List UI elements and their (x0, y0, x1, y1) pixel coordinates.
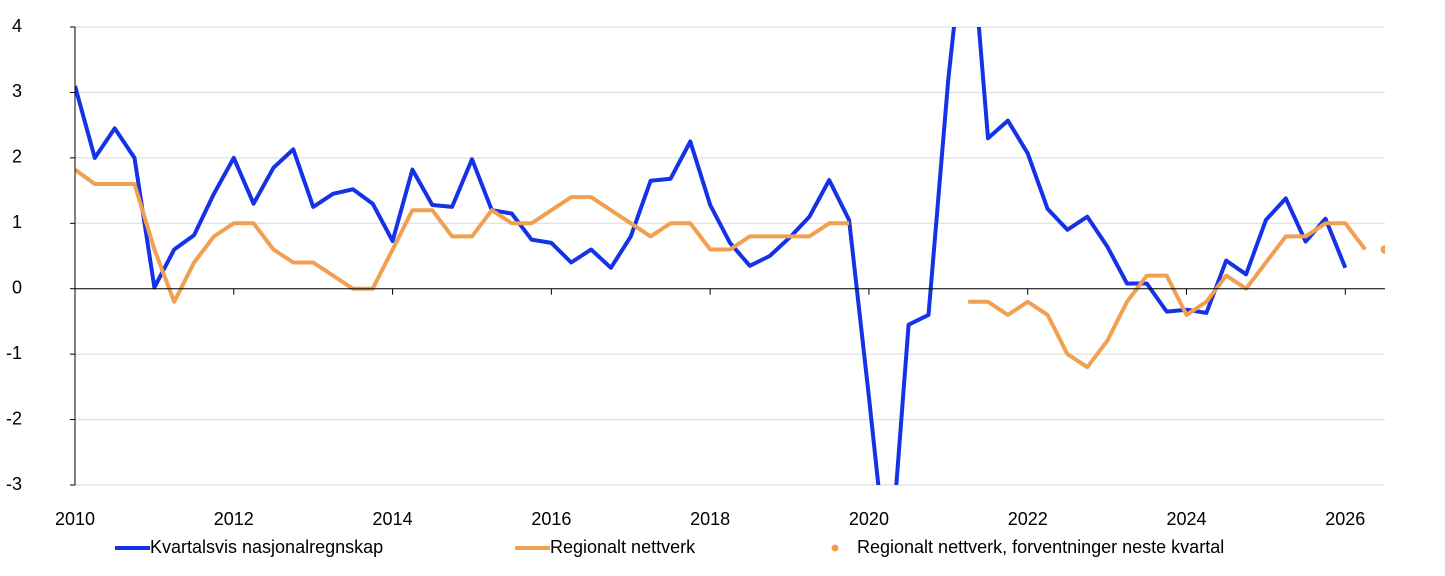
grid (75, 26, 1385, 486)
y-tick-label: -2 (6, 408, 22, 428)
x-tick-label: 2024 (1166, 509, 1206, 529)
legend: Kvartalsvis nasjonalregnskap Regionalt ne… (115, 537, 1224, 557)
series-line (75, 167, 1367, 370)
x-tick-label: 2014 (373, 509, 413, 529)
y-tick-label: 0 (12, 277, 22, 297)
legend-label: Regionalt nettverk, forventninger neste … (857, 537, 1224, 557)
legend-marker (831, 544, 839, 552)
y-tick-label: 4 (12, 16, 22, 36)
x-tick-label: 2016 (531, 509, 571, 529)
x-tick-label: 2020 (849, 509, 889, 529)
x-tick-label: 2018 (690, 509, 730, 529)
axes: -3 -2 -1 0 1 2 3 4 2010 2012 2014 2016 2018 2020 2022 2… (6, 16, 1385, 529)
y-tick-label: 2 (12, 147, 22, 167)
marker (1380, 244, 1385, 254)
legend-label: Kvartalsvis nasjonalregnskap (150, 537, 383, 557)
series-line (75, 27, 1348, 485)
x-tick-label: 2026 (1325, 509, 1365, 529)
y-tick-label: -3 (6, 474, 22, 494)
x-tick-label: 2012 (214, 509, 254, 529)
x-tick-label: 2022 (1008, 509, 1048, 529)
y-tick-label: -1 (6, 343, 22, 363)
x-tick-label: 2010 (55, 509, 95, 529)
y-tick-label: 1 (12, 212, 22, 232)
plot-area (75, 27, 1385, 485)
legend-label: Regionalt nettverk (550, 537, 696, 557)
y-tick-label: 3 (12, 81, 22, 101)
